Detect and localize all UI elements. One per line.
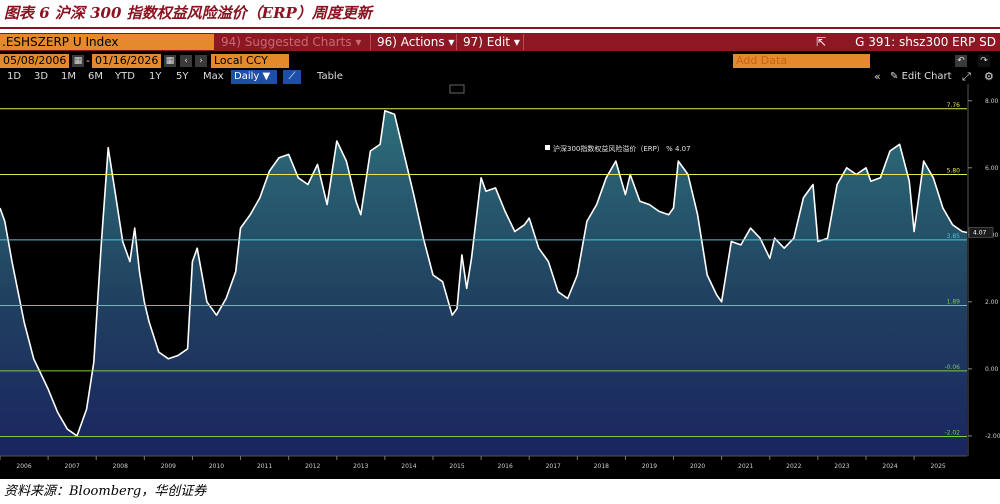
- suggested-charts-menu[interactable]: 94) Suggested Charts ▾: [221, 35, 362, 49]
- ticker-field[interactable]: .ESHSZERP U Index: [0, 34, 214, 50]
- frequency-select[interactable]: Daily ▼: [231, 70, 277, 84]
- popout-icon[interactable]: ⇱: [816, 35, 827, 49]
- reference-label: -2.02: [944, 430, 960, 437]
- menu-divider: [523, 34, 524, 50]
- x-tick-label: 2019: [642, 463, 657, 470]
- reference-label: 1.89: [947, 299, 961, 306]
- add-data-input[interactable]: Add Data: [733, 54, 870, 68]
- header-bar: .ESHSZERP U Index 94) Suggested Charts ▾…: [0, 33, 1000, 51]
- chart-id: G 391: shsz300 ERP SD: [855, 35, 996, 49]
- currency-select[interactable]: Local CCY: [211, 54, 289, 68]
- x-tick-label: 2007: [65, 463, 80, 470]
- calendar-icon[interactable]: ▦: [164, 55, 176, 67]
- gear-icon[interactable]: ⚙: [984, 70, 994, 83]
- last-value-label: 4.07: [973, 229, 987, 236]
- x-tick-label: 2012: [305, 463, 320, 470]
- y-tick-label: 2.00: [985, 299, 999, 306]
- range-button[interactable]: 6M: [88, 71, 103, 82]
- chevron-right-icon[interactable]: ›: [195, 55, 207, 67]
- y-tick-label: 6.00: [985, 165, 999, 172]
- x-tick-label: 2017: [546, 463, 561, 470]
- series-line: [0, 110, 968, 437]
- edit-chart-button[interactable]: ✎ Edit Chart: [890, 71, 952, 82]
- undo-icon[interactable]: ↶: [955, 55, 967, 67]
- range-button[interactable]: 1M: [61, 71, 76, 82]
- edit-menu[interactable]: 97) Edit ▾: [463, 35, 520, 49]
- series-area: [0, 110, 967, 457]
- range-bar: 1D 3D 1M 6M YTD 1Y 5Y Max Daily ▼ ⟋ Tabl…: [0, 70, 1000, 84]
- x-tick-label: 2021: [738, 463, 753, 470]
- chevron-left-icon[interactable]: ‹: [180, 55, 192, 67]
- x-tick-label: 2009: [161, 463, 176, 470]
- table-button[interactable]: Table: [317, 71, 343, 82]
- end-date-input[interactable]: 01/16/2026: [92, 54, 162, 68]
- reference-label: 5.80: [947, 167, 961, 174]
- x-tick-label: 2022: [786, 463, 801, 470]
- redo-icon[interactable]: ↷: [978, 55, 990, 67]
- range-button[interactable]: 3D: [34, 71, 49, 82]
- range-button[interactable]: Max: [203, 71, 224, 82]
- y-tick-label: 8.00: [985, 98, 999, 105]
- x-tick-label: 2015: [449, 463, 464, 470]
- x-tick-label: 2018: [594, 463, 609, 470]
- menu-divider: [456, 34, 457, 50]
- x-tick-label: 2006: [16, 463, 31, 470]
- x-tick-label: 2014: [401, 463, 416, 470]
- x-tick-label: 2023: [834, 463, 849, 470]
- edit-chart-label: Edit Chart: [901, 71, 952, 82]
- actions-menu[interactable]: 96) Actions ▾: [377, 35, 455, 49]
- range-button[interactable]: 5Y: [176, 71, 189, 82]
- caption-rule: [0, 27, 1000, 29]
- menu-divider: [370, 34, 371, 50]
- x-tick-label: 2024: [882, 463, 897, 470]
- source-note: 资料来源：Bloomberg，华创证券: [4, 484, 207, 499]
- x-tick-label: 2020: [690, 463, 705, 470]
- collapse-icon[interactable]: «: [874, 70, 881, 83]
- legend-label: 沪深300指数权益风险溢价（ERP） % 4.07: [553, 144, 691, 153]
- x-tick-label: 2010: [209, 463, 224, 470]
- erp-chart: 7.765.803.851.89-0.06-2.02 8.006.004.002…: [0, 84, 1000, 477]
- y-tick-label: -2.00: [985, 433, 1000, 440]
- last-value-box: [968, 227, 994, 238]
- reference-label: -0.06: [944, 364, 960, 371]
- figure-caption: 图表 6 沪深 300 指数权益风险溢价（ERP）周度更新: [4, 4, 372, 22]
- date-dash: -: [86, 54, 90, 67]
- x-tick-label: 2016: [498, 463, 513, 470]
- line-chart-icon[interactable]: ⟋: [283, 70, 301, 84]
- reference-label: 7.76: [947, 102, 961, 109]
- legend-swatch: [545, 145, 550, 150]
- start-date-input[interactable]: 05/08/2006: [0, 54, 70, 68]
- range-button[interactable]: 1Y: [149, 71, 162, 82]
- reference-label: 3.85: [947, 233, 961, 240]
- expand-icon[interactable]: ⤢: [962, 70, 971, 83]
- range-button[interactable]: YTD: [115, 71, 135, 82]
- x-tick-label: 2011: [257, 463, 272, 470]
- x-tick-label: 2025: [930, 463, 945, 470]
- range-button[interactable]: 1D: [7, 71, 22, 82]
- x-tick-label: 2008: [113, 463, 128, 470]
- calendar-icon[interactable]: ▦: [72, 55, 84, 67]
- x-tick-label: 2013: [353, 463, 368, 470]
- collapse-icon[interactable]: [449, 84, 465, 94]
- y-tick-label: 0.00: [985, 366, 999, 373]
- date-range-bar: 05/08/2006 ▦ - 01/16/2026 ▦ ‹ › Local CC…: [0, 53, 1000, 69]
